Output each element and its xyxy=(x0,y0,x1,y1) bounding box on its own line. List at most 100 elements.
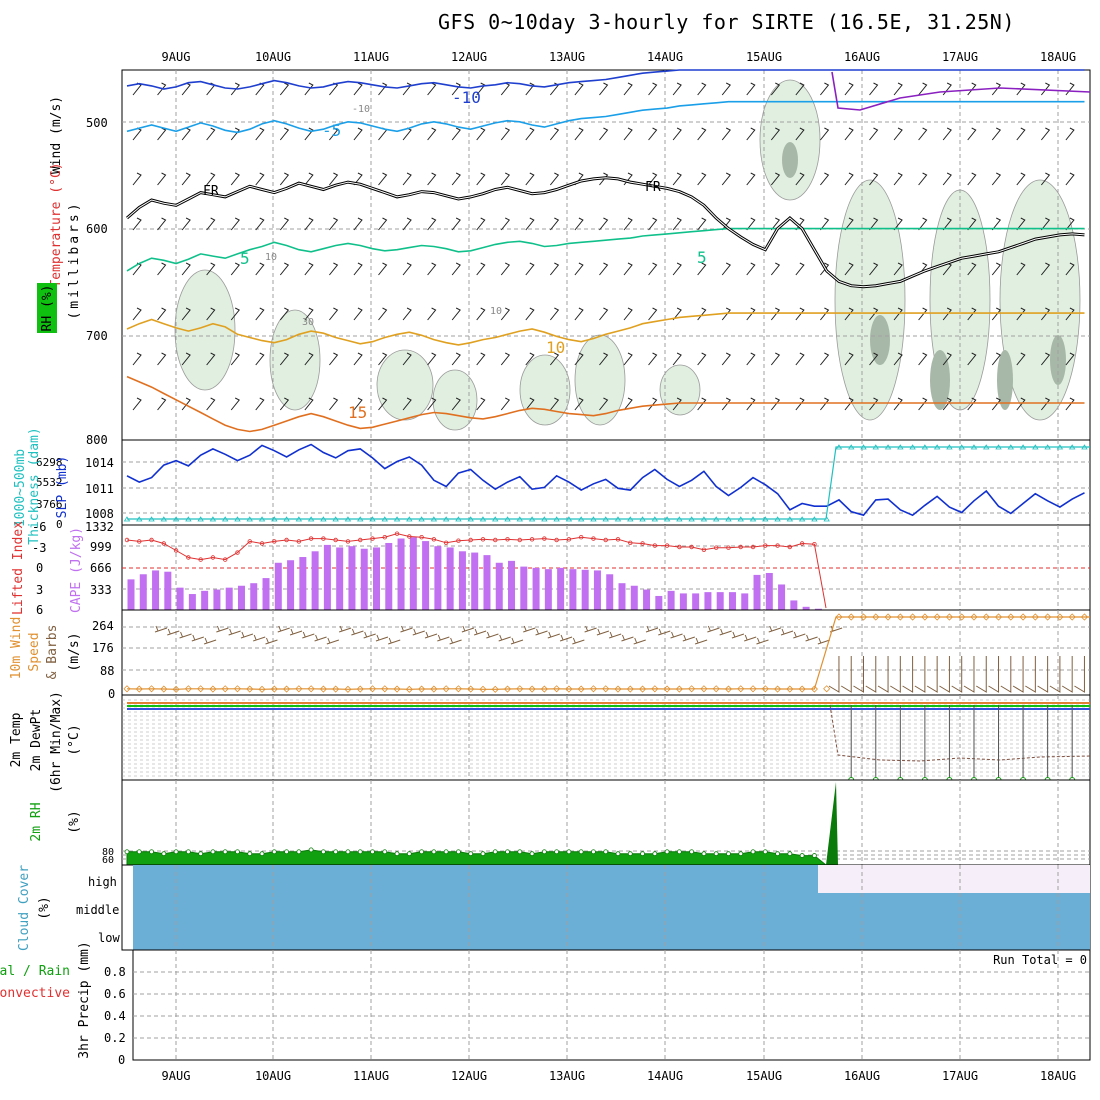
wind10m-marker xyxy=(921,613,929,621)
wind-barb xyxy=(942,127,952,141)
wind10m-barb xyxy=(400,625,413,633)
thickness-marker xyxy=(271,516,278,522)
precip-grid xyxy=(133,950,1090,1060)
wind-barb xyxy=(967,172,977,186)
wind-barb xyxy=(206,262,216,276)
wind10m-marker xyxy=(454,685,462,693)
rh-region xyxy=(759,79,821,201)
rh2m-marker xyxy=(136,849,142,855)
cape-bar xyxy=(495,562,503,610)
rh-region xyxy=(432,369,478,431)
thickness-marker xyxy=(246,516,253,522)
wind-barb xyxy=(820,262,830,276)
wind10m-barb-long xyxy=(975,656,987,693)
ytick-thick-3766: 3766 xyxy=(36,498,63,511)
slp-panel: 1014 1011 1008 6298 5532 3766 0 1000~500… xyxy=(13,427,1091,545)
cape-bar xyxy=(237,585,245,610)
wind-barb xyxy=(599,172,609,186)
wind-barb xyxy=(599,127,609,141)
wind-barb xyxy=(157,217,167,231)
wind-barb xyxy=(230,172,240,186)
thickness-marker xyxy=(897,444,904,450)
wind-barb xyxy=(869,352,879,366)
top-date-11aug: 11AUG xyxy=(353,50,389,64)
wind-barb xyxy=(893,217,903,231)
rh2m-marker xyxy=(664,849,670,855)
wind-barb xyxy=(427,307,437,321)
wind10m-marker xyxy=(147,685,156,693)
wind10m-marker xyxy=(872,613,880,621)
thickness-marker xyxy=(970,444,978,450)
rh2m-marker xyxy=(443,849,449,855)
thickness-marker xyxy=(369,516,376,522)
ytick-precip-0.6: 0.6 xyxy=(104,987,126,1001)
cape-bar xyxy=(311,551,319,610)
wind-barb xyxy=(525,352,535,366)
wind-barb xyxy=(697,397,707,411)
cloud-level-middle: middle xyxy=(76,903,119,917)
wind-barb xyxy=(648,307,658,321)
wind-barb xyxy=(967,82,977,96)
wind-barb xyxy=(279,127,290,141)
slp-panel-frame xyxy=(121,439,1091,526)
wind10m-marker xyxy=(884,613,892,621)
wind-barb xyxy=(820,82,830,96)
rh2m-marker xyxy=(505,849,510,855)
wind-barb xyxy=(893,397,903,411)
li-marker xyxy=(738,544,743,550)
ytick-wind-176: 176 xyxy=(92,641,114,655)
wind10m-barb-long xyxy=(914,656,926,693)
wind-barb xyxy=(991,262,1002,276)
wind10m-barb-long xyxy=(939,656,950,693)
ytick-thick-6298: 6298 xyxy=(36,456,63,469)
top-date-14aug: 14AUG xyxy=(647,50,683,64)
wind10m-marker xyxy=(1056,613,1064,621)
rh2m-marker xyxy=(701,851,707,857)
wind-barb xyxy=(157,397,167,411)
wind-barb xyxy=(279,307,290,321)
thickness-marker xyxy=(590,516,597,522)
precip-panel-frame xyxy=(132,949,1091,1061)
wind-barb xyxy=(893,127,903,141)
li-marker xyxy=(542,536,547,541)
rh2m-marker xyxy=(480,851,486,857)
rh2m-marker xyxy=(554,849,560,855)
wind10m-marker xyxy=(970,613,978,621)
cape-bar xyxy=(655,595,663,610)
wind-barb xyxy=(353,127,363,141)
thickness-marker xyxy=(455,516,462,522)
cape-bar xyxy=(520,566,528,610)
wind-barb xyxy=(1065,127,1075,141)
thickness-marker xyxy=(823,516,830,522)
cloud-panel: high middle low Cloud Cover (%) xyxy=(17,864,1091,951)
wind-barb xyxy=(451,352,461,366)
wind10m-barb xyxy=(510,637,524,645)
upper-yticks: 500 600 700 800 xyxy=(86,116,108,447)
wind-barb xyxy=(844,82,854,96)
cape-bar xyxy=(508,560,516,610)
wind-barb xyxy=(623,397,633,411)
contour-label-minus10: -10 xyxy=(452,88,481,107)
ylabel-barbs: & Barbs xyxy=(45,625,60,680)
wind-barb xyxy=(599,262,609,276)
wind10m-marker xyxy=(332,685,340,693)
wind-barb xyxy=(648,172,658,186)
wind-barb xyxy=(255,352,265,366)
li-marker xyxy=(382,535,387,540)
wind-barb xyxy=(1065,307,1075,321)
ytick-precip-0: 0 xyxy=(118,1053,125,1067)
rh2m-marker xyxy=(812,853,817,858)
wind10m-barb xyxy=(670,631,683,639)
wind-barb xyxy=(1040,82,1051,96)
top-date-12aug: 12AUG xyxy=(451,50,487,64)
wind10m-marker xyxy=(418,685,426,693)
wind-barb xyxy=(574,82,584,96)
rh2m-marker xyxy=(345,849,351,855)
wind10m-marker xyxy=(319,685,327,693)
wind10m-barb xyxy=(707,625,720,633)
rh2m-marker xyxy=(775,851,780,857)
cloud-level-low: low xyxy=(98,931,120,945)
wind10m-marker xyxy=(1019,613,1027,621)
thickness-marker xyxy=(295,516,303,522)
wind-barb xyxy=(181,172,191,186)
